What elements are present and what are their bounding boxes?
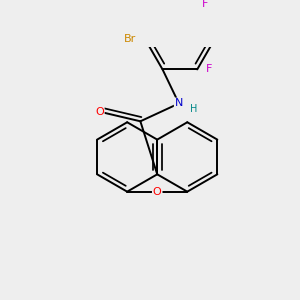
- Text: F: F: [202, 0, 208, 10]
- Text: H: H: [190, 104, 197, 114]
- Text: O: O: [95, 107, 104, 117]
- Text: Br: Br: [124, 34, 136, 44]
- Text: O: O: [153, 187, 162, 197]
- Text: N: N: [175, 98, 183, 109]
- Text: F: F: [206, 64, 212, 74]
